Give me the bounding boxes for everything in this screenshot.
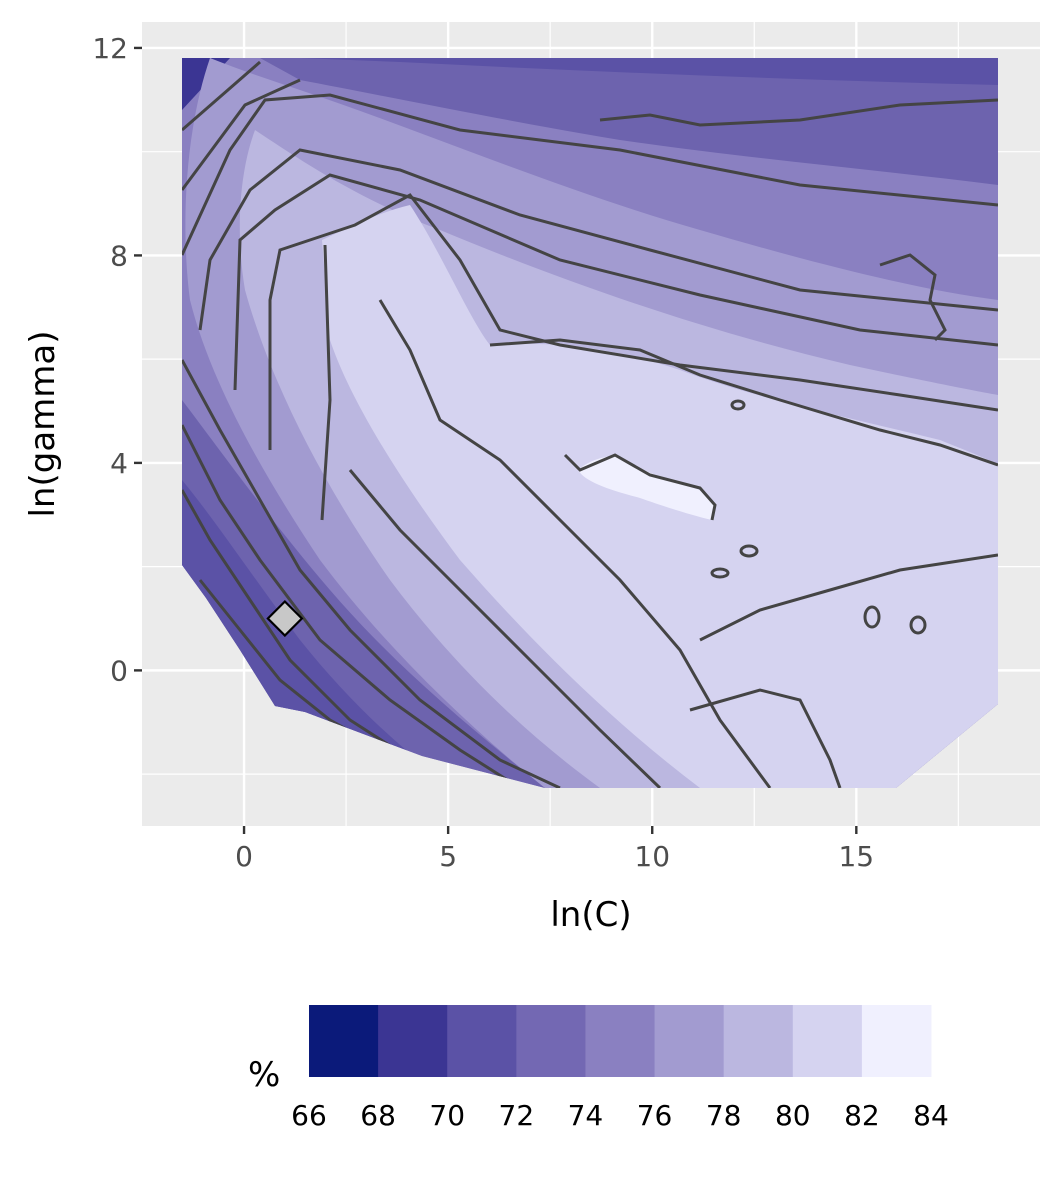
legend-label: 68: [360, 1099, 396, 1132]
contour-line: [730, 399, 746, 411]
contour-line: [739, 544, 759, 558]
x-axis: 0 5 10 15: [235, 826, 874, 873]
legend-swatch: [309, 1005, 379, 1077]
legend: % 66 68 70 72 74 76 78 80 82 84: [248, 1005, 949, 1132]
contour-line: [378, 299, 772, 788]
legend-label: 78: [706, 1099, 742, 1132]
contour-line: [320, 244, 332, 521]
y-axis: 0 4 8 12: [92, 32, 142, 687]
legend-label: 66: [291, 1099, 327, 1132]
legend-swatch: [792, 1005, 863, 1077]
legend-label: 72: [499, 1099, 535, 1132]
legend-label: 76: [637, 1099, 673, 1132]
optimum-marker: [266, 599, 304, 638]
legend-swatch: [516, 1005, 586, 1077]
contour-line: [233, 173, 998, 391]
x-tick-label: 10: [634, 840, 670, 873]
legend-label: 70: [429, 1099, 465, 1132]
contour-line: [689, 688, 842, 788]
contour-line: [182, 359, 561, 788]
contour-line: [182, 93, 998, 256]
contour-line: [599, 98, 998, 127]
band-upper-dark: [260, 58, 998, 185]
contour-lines: [182, 60, 998, 788]
legend-swatch: [654, 1005, 725, 1077]
legend-swatch: [447, 1005, 517, 1077]
legend-label: 82: [844, 1099, 880, 1132]
y-tick-label: 0: [110, 654, 128, 687]
x-axis-title: ln(C): [550, 895, 631, 935]
contour-line: [563, 453, 717, 521]
legend-swatch: [723, 1005, 794, 1077]
legend-title: %: [248, 1055, 280, 1095]
contour-line: [489, 338, 998, 467]
contour-line: [348, 469, 662, 788]
legend-label: 84: [913, 1099, 949, 1132]
contour-fill: [182, 58, 998, 788]
contour-line: [182, 60, 261, 132]
contour-line: [182, 424, 521, 788]
y-tick-label: 8: [110, 239, 128, 272]
optimum-point: [266, 599, 304, 638]
contour-line: [710, 567, 730, 579]
legend-swatch: [585, 1005, 656, 1077]
legend-swatch: [861, 1005, 932, 1077]
x-tick-label: 0: [235, 840, 253, 873]
contour-line: [909, 615, 927, 635]
x-tick-label: 5: [439, 840, 457, 873]
contour-line: [863, 605, 881, 629]
legend-label: 80: [775, 1099, 811, 1132]
y-axis-title: ln(gamma): [23, 330, 63, 517]
legend-label: 74: [568, 1099, 604, 1132]
contour-line: [182, 78, 301, 191]
contour-line: [699, 553, 998, 642]
x-tick-label: 15: [838, 840, 874, 873]
band-82-84: [578, 455, 715, 520]
y-tick-label: 4: [110, 447, 128, 480]
y-tick-label: 12: [92, 32, 128, 65]
contour-line: [879, 253, 947, 342]
contour-line: [198, 148, 998, 331]
contour-line: [268, 193, 998, 450]
legend-swatch: [378, 1005, 448, 1077]
contour-line: [182, 489, 421, 767]
band-upper-top: [300, 58, 998, 85]
